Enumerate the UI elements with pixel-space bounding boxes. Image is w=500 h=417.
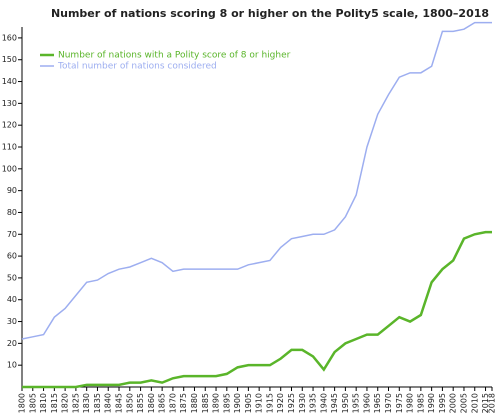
x-tick-label: 1875 — [179, 393, 188, 413]
x-tick-label: 1965 — [373, 393, 382, 413]
x-tick-label: 1865 — [158, 393, 167, 413]
x-tick-label: 1825 — [71, 393, 80, 413]
x-tick-label: 1890 — [212, 393, 221, 413]
x-tick-label: 1800 — [18, 393, 27, 413]
x-tick-label: 1850 — [125, 393, 134, 413]
x-tick-label: 2005 — [459, 393, 468, 413]
x-tick-label: 1900 — [233, 393, 242, 413]
x-tick-label: 1845 — [115, 393, 124, 413]
x-tick-label: 1905 — [244, 393, 253, 413]
x-tick-label: 1835 — [93, 393, 102, 413]
y-tick-label: 90 — [7, 186, 17, 195]
series-line — [22, 230, 492, 389]
y-tick-label: 130 — [2, 99, 17, 108]
x-tick-label: 1815 — [50, 393, 59, 413]
y-tick-label: 20 — [7, 339, 17, 348]
y-tick-label: 60 — [7, 252, 17, 261]
y-tick-label: 50 — [7, 273, 17, 282]
x-tick-label: 1805 — [28, 393, 37, 413]
x-tick-label: 1860 — [147, 393, 156, 413]
x-tick-label: 2018 — [488, 393, 497, 413]
x-tick-label: 1870 — [168, 393, 177, 413]
y-tick-label: 110 — [2, 143, 17, 152]
y-tick-label: 140 — [2, 77, 17, 86]
x-tick-label: 1945 — [330, 393, 339, 413]
series-line — [21, 21, 492, 340]
x-tick-label: 1990 — [427, 393, 436, 413]
chart-title: Number of nations scoring 8 or higher on… — [51, 7, 489, 20]
y-tick-label: 10 — [7, 361, 17, 370]
y-tick-label: 30 — [7, 317, 17, 326]
x-tick-label: 1940 — [319, 393, 328, 413]
x-tick-label: 1820 — [61, 393, 70, 413]
legend-label: Number of nations with a Polity score of… — [58, 51, 291, 61]
x-tick-label: 1885 — [201, 393, 210, 413]
y-tick-label: 100 — [2, 164, 17, 173]
x-tick-label: 1915 — [265, 393, 274, 413]
x-tick-label: 1830 — [82, 393, 91, 413]
x-tick-label: 1840 — [104, 393, 113, 413]
x-tick-label: 1985 — [416, 393, 425, 413]
x-tick-label: 1960 — [362, 393, 371, 413]
x-tick-label: 2000 — [449, 393, 458, 413]
x-tick-label: 1950 — [341, 393, 350, 413]
y-tick-label: 70 — [7, 230, 17, 239]
x-tick-label: 1855 — [136, 393, 145, 413]
x-tick-label: 1925 — [287, 393, 296, 413]
x-tick-label: 1935 — [309, 393, 318, 413]
y-tick-label: 150 — [2, 55, 17, 64]
y-tick-label: 80 — [7, 208, 17, 217]
y-tick-label: 160 — [2, 33, 17, 42]
x-tick-label: 1895 — [222, 393, 231, 413]
x-tick-label: 1975 — [395, 393, 404, 413]
x-tick-label: 2010 — [470, 393, 479, 413]
y-tick-label: 120 — [2, 121, 17, 130]
x-tick-label: 1980 — [406, 393, 415, 413]
x-tick-label: 1910 — [255, 393, 264, 413]
x-tick-label: 1930 — [298, 393, 307, 413]
x-tick-label: 1810 — [39, 393, 48, 413]
x-tick-label: 1920 — [276, 393, 285, 413]
legend-label: Total number of nations considered — [57, 62, 217, 72]
x-tick-label: 1995 — [438, 393, 447, 413]
y-tick-label: 40 — [7, 295, 17, 304]
x-tick-label: 1970 — [384, 393, 393, 413]
x-tick-label: 2015 — [481, 393, 490, 413]
x-tick-label: 1880 — [190, 393, 199, 413]
x-tick-label: 1955 — [352, 393, 361, 413]
